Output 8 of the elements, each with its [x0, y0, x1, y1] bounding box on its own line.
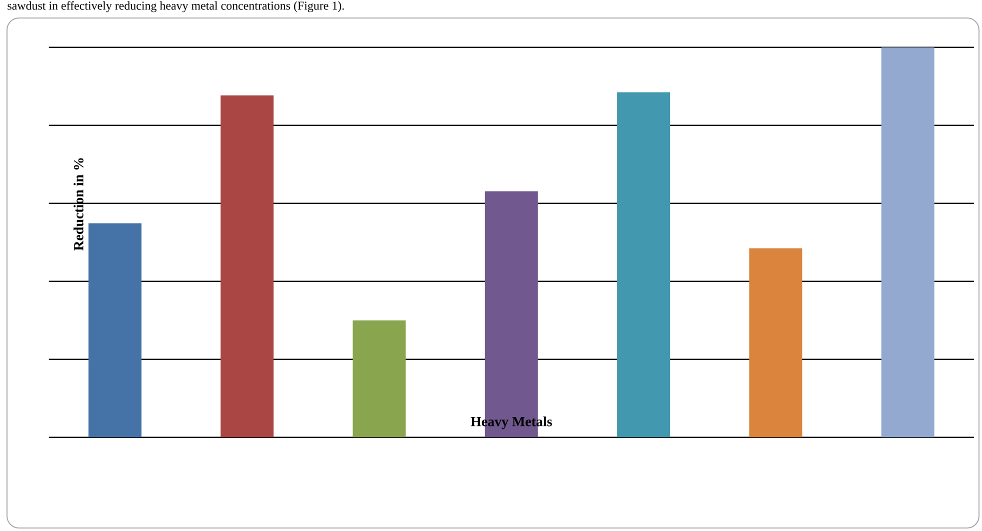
bar	[749, 248, 802, 438]
bar	[881, 47, 934, 438]
bar	[617, 92, 670, 438]
bar	[352, 320, 406, 438]
text: sawdust in effectively reducing heavy metal concentrations (Figure 1).	[8, 1, 344, 12]
bar	[220, 95, 274, 438]
y-axis-title: Reduction in %	[74, 158, 84, 251]
bar	[88, 223, 142, 438]
